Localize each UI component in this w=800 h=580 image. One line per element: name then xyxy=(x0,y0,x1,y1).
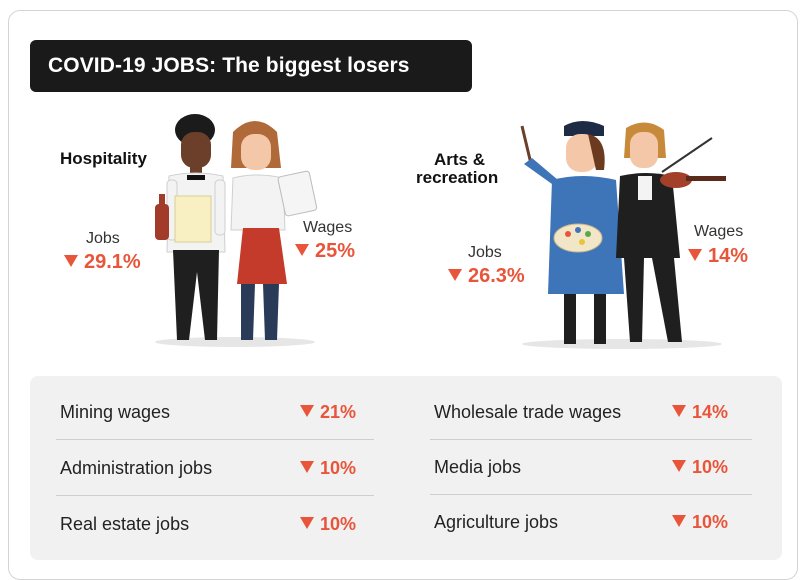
table-row-value: 14% xyxy=(672,402,728,423)
table-row-value: 10% xyxy=(300,514,356,535)
table-row-value: 10% xyxy=(672,457,728,478)
hospitality-wages-value: 25% xyxy=(295,240,355,263)
down-triangle-icon xyxy=(448,269,462,281)
waiter-illustration xyxy=(155,114,226,340)
table-row-name: Mining wages xyxy=(60,402,171,422)
down-triangle-icon xyxy=(300,405,314,417)
down-triangle-icon xyxy=(672,515,686,527)
table-row-number: 10% xyxy=(692,457,729,477)
table-row-number: 10% xyxy=(320,514,357,534)
table-row-value: 10% xyxy=(672,512,728,533)
hospitality-wages-label: Wages xyxy=(303,219,353,236)
down-triangle-icon xyxy=(295,244,309,256)
divider xyxy=(430,494,752,495)
down-triangle-icon xyxy=(672,405,686,417)
hospitality-jobs-label: Jobs xyxy=(86,230,120,247)
arts-wages-number: 14% xyxy=(708,245,749,267)
arts-jobs-number: 26.3% xyxy=(468,265,525,287)
table-row-name: Media jobs xyxy=(434,457,522,477)
arts-wages-label: Wages xyxy=(694,223,744,240)
sector-arts-label-line1: Arts & xyxy=(434,150,486,169)
down-triangle-icon xyxy=(672,460,686,472)
hospitality-jobs-number: 29.1% xyxy=(84,251,141,273)
page-title: COVID-19 JOBS: The biggest losers xyxy=(30,40,472,92)
table-row-name: Agriculture jobs xyxy=(434,512,559,532)
down-triangle-icon xyxy=(300,517,314,529)
table-row-value: 10% xyxy=(300,458,356,479)
divider xyxy=(56,439,374,440)
divider xyxy=(56,495,374,496)
hospitality-workers-illustration xyxy=(155,114,318,347)
table-row-number: 14% xyxy=(692,402,729,422)
waitress-illustration xyxy=(230,121,318,340)
arts-jobs-label: Jobs xyxy=(468,244,502,261)
table-row-number: 10% xyxy=(320,458,357,478)
hospitality-wages-number: 25% xyxy=(315,240,356,262)
down-triangle-icon xyxy=(688,249,702,261)
other-sectors-panel xyxy=(30,376,782,560)
table-row-name: Administration jobs xyxy=(60,458,213,478)
table-row-number: 21% xyxy=(320,402,357,422)
painter-illustration xyxy=(520,121,624,344)
table-row-value: 21% xyxy=(300,402,356,423)
table-row-name: Real estate jobs xyxy=(60,514,190,534)
table-row-number: 10% xyxy=(692,512,729,532)
divider xyxy=(430,439,752,440)
down-triangle-icon xyxy=(300,461,314,473)
sector-hospitality-label: Hospitality xyxy=(60,149,147,168)
sector-arts-label-line2: recreation xyxy=(416,168,499,187)
table-row-name: Wholesale trade wages xyxy=(434,402,622,422)
arts-jobs-value: 26.3% xyxy=(448,265,525,288)
arts-wages-value: 14% xyxy=(688,245,748,268)
hospitality-jobs-value: 29.1% xyxy=(64,251,141,274)
arts-workers-illustration xyxy=(520,121,726,349)
down-triangle-icon xyxy=(64,255,78,267)
violinist-illustration xyxy=(616,122,726,342)
